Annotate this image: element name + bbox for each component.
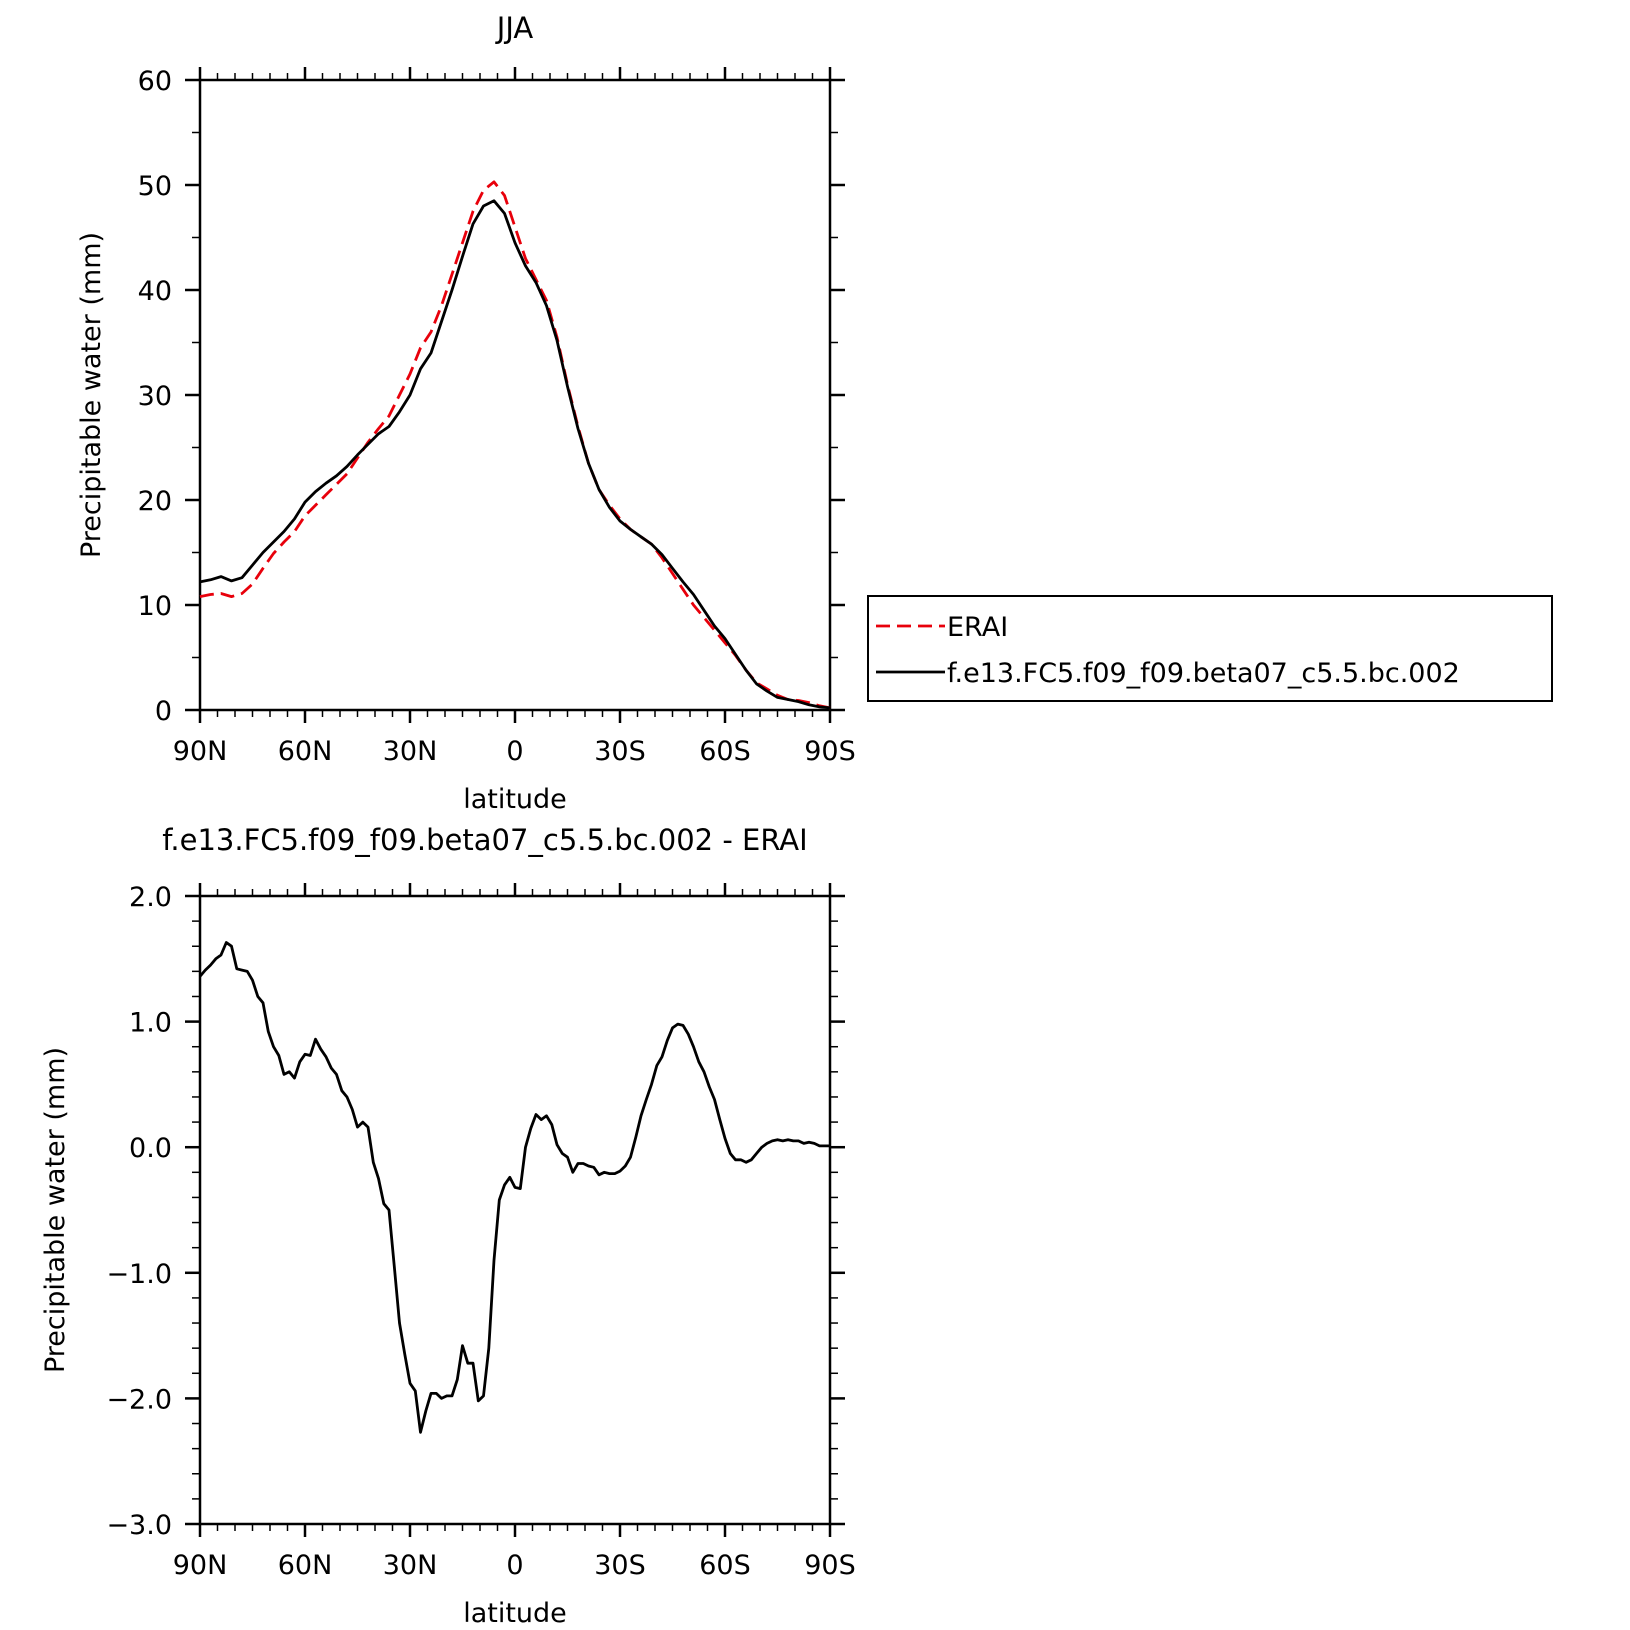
series-line-b xyxy=(200,201,830,708)
x-tick-label: 90N xyxy=(173,1550,228,1581)
chart-title: f.e13.FC5.f09_f09.beta07_c5.5.bc.002 - E… xyxy=(162,823,807,857)
y-tick-label: 30 xyxy=(138,381,172,412)
y-tick-label: 10 xyxy=(138,591,172,622)
x-tick-label: 60S xyxy=(699,1550,751,1581)
tick-marks xyxy=(185,883,845,1537)
x-tick-label: 90N xyxy=(173,736,228,767)
y-tick-label: 60 xyxy=(138,66,172,97)
chart-title: JJA xyxy=(495,11,534,45)
y-tick-label: 40 xyxy=(138,276,172,307)
y-tick-label: −3.0 xyxy=(106,1510,172,1541)
x-tick-label: 60S xyxy=(699,736,751,767)
y-tick-label: 20 xyxy=(138,486,172,517)
x-tick-label: 30S xyxy=(594,736,646,767)
x-tick-label: 90S xyxy=(804,736,856,767)
x-tick-label: 30S xyxy=(594,1550,646,1581)
x-axis-label: latitude xyxy=(463,1598,567,1629)
series-line-a xyxy=(200,182,830,708)
y-tick-label: −1.0 xyxy=(106,1259,172,1290)
series-line-a xyxy=(200,943,830,1433)
plot-frame xyxy=(200,80,830,710)
x-axis-label: latitude xyxy=(463,784,567,815)
y-tick-label: 2.0 xyxy=(129,882,172,913)
y-tick-label: 0 xyxy=(155,696,172,727)
upper-chart-panel: 90N 60N 30N 0 30S 60S 90S 0 10 20 30 40 50 60 JJA latit… xyxy=(76,11,1552,815)
y-tick-label: 0.0 xyxy=(129,1133,172,1164)
x-tick-label: 0 xyxy=(506,736,523,767)
x-tick-label: 0 xyxy=(506,1550,523,1581)
x-tick-label: 60N xyxy=(278,736,333,767)
tick-marks xyxy=(185,67,845,723)
y-tick-label: −2.0 xyxy=(106,1384,172,1415)
plot-frame xyxy=(200,896,830,1524)
lower-chart-panel: 90N 60N 30N 0 30S 60S 90S 2.0 1.0 0.0 −1.0 −2.0 −3.0… xyxy=(40,823,856,1629)
y-tick-label: 1.0 xyxy=(129,1008,172,1039)
x-tick-label: 30N xyxy=(383,1550,438,1581)
x-tick-label: 90S xyxy=(804,1550,856,1581)
y-axis-label: Precipitable water (mm) xyxy=(76,232,107,558)
legend: ERAI f.e13.FC5.f09_f09.beta07_c5.5.bc.002 xyxy=(868,596,1552,701)
x-tick-label: 30N xyxy=(383,736,438,767)
x-tick-label: 60N xyxy=(278,1550,333,1581)
legend-label: f.e13.FC5.f09_f09.beta07_c5.5.bc.002 xyxy=(947,658,1460,689)
y-axis-label: Precipitable water (mm) xyxy=(40,1047,71,1373)
y-tick-label: 50 xyxy=(138,171,172,202)
legend-label: ERAI xyxy=(947,612,1008,643)
